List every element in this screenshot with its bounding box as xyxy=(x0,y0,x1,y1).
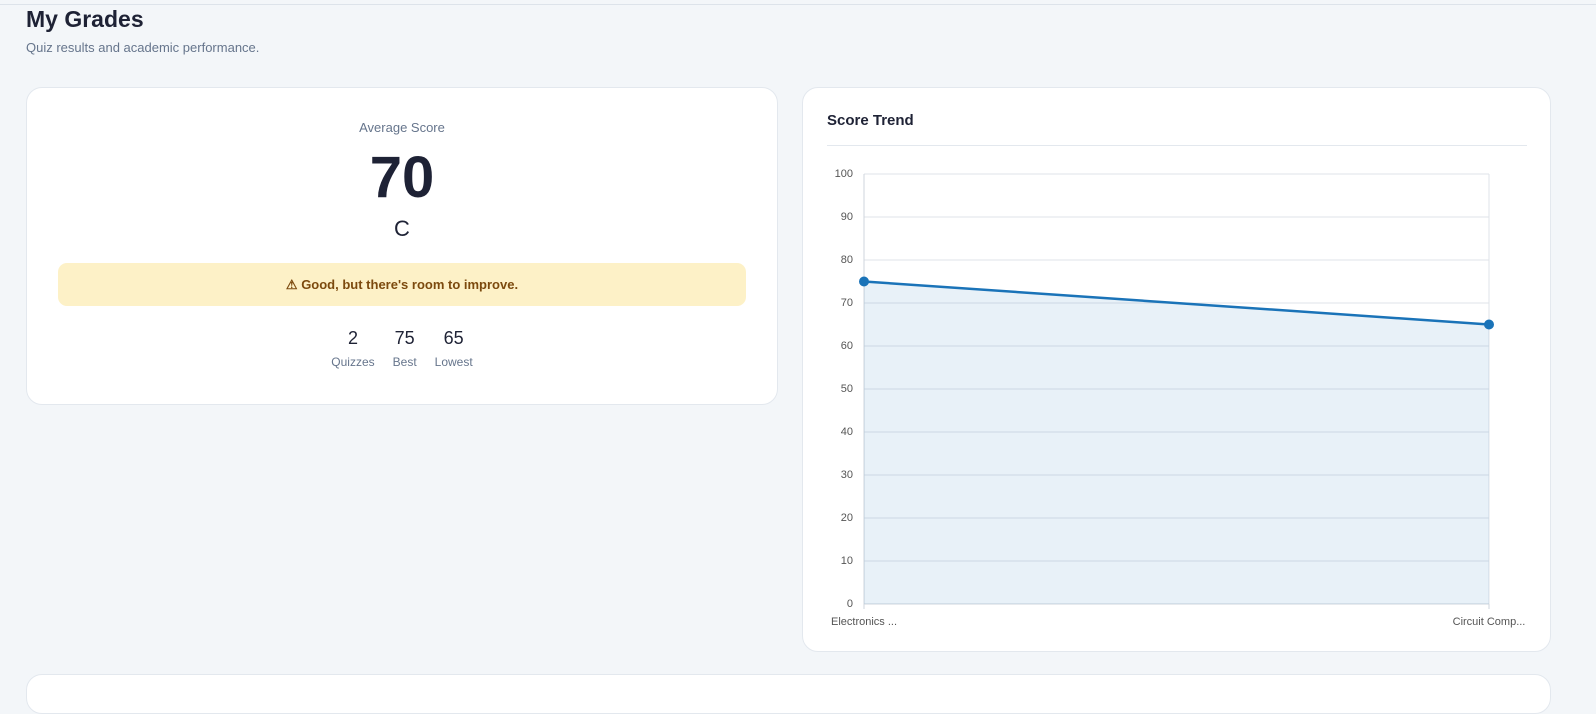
point xyxy=(859,276,869,287)
y-tick-label: 90 xyxy=(841,211,853,223)
divider xyxy=(827,145,1527,146)
y-tick-label: 20 xyxy=(841,512,853,524)
stats: 2 Quizzes 75 Best 65 Lowest xyxy=(27,328,777,369)
y-tick-label: 70 xyxy=(841,297,853,309)
line xyxy=(863,280,1490,326)
y-tick-label: 80 xyxy=(841,254,853,266)
page-title: My Grades xyxy=(26,6,144,32)
stat-value: 75 xyxy=(394,328,415,348)
stat-label: Lowest xyxy=(434,355,473,369)
stat-value: 65 xyxy=(443,328,464,348)
letter-grade: C xyxy=(394,216,410,241)
notice: ⚠ Good, but there's room to improve. xyxy=(58,263,746,306)
average-label: Average Score xyxy=(359,120,445,135)
page: {"header":{"title":"My Grades","subtitle… xyxy=(0,4,1596,714)
y-tick-label: 0 xyxy=(847,598,853,610)
y-tick-label: 60 xyxy=(841,340,853,352)
chart-card: Score Trend 0 10 20 30 40 50 60 70 80 90 100 Electr… xyxy=(802,87,1551,652)
x-tick-label: Electronics ... xyxy=(831,616,897,628)
stat-value: 2 xyxy=(347,328,358,348)
page-subtitle: Quiz results and academic performance. xyxy=(26,40,260,55)
y-tick-label: 100 xyxy=(835,168,853,180)
stat: 75 Best xyxy=(393,328,417,369)
x-tick-label: Circuit Comp... xyxy=(1453,616,1526,628)
next-card xyxy=(26,674,1551,714)
summary-card: Average Score 70 C ⚠ Good, but there's r… xyxy=(26,87,778,405)
stat-label: Quizzes xyxy=(331,355,375,369)
average-score: 70 xyxy=(369,145,435,210)
y-tick-label: 30 xyxy=(841,469,853,481)
chart: 0 10 20 30 40 50 60 70 80 90 100 Electronics ... Cir… xyxy=(831,168,1526,628)
stat-label: Best xyxy=(392,355,417,369)
chart-title: Score Trend xyxy=(827,112,914,129)
area xyxy=(864,281,1489,604)
point xyxy=(1484,319,1494,330)
y-tick-label: 10 xyxy=(841,555,853,567)
y-tick-label: 40 xyxy=(841,426,853,438)
top-border xyxy=(0,4,1596,5)
stat: 2 Quizzes xyxy=(331,328,374,369)
y-tick-label: 50 xyxy=(841,383,853,395)
stat: 65 Lowest xyxy=(435,328,473,369)
